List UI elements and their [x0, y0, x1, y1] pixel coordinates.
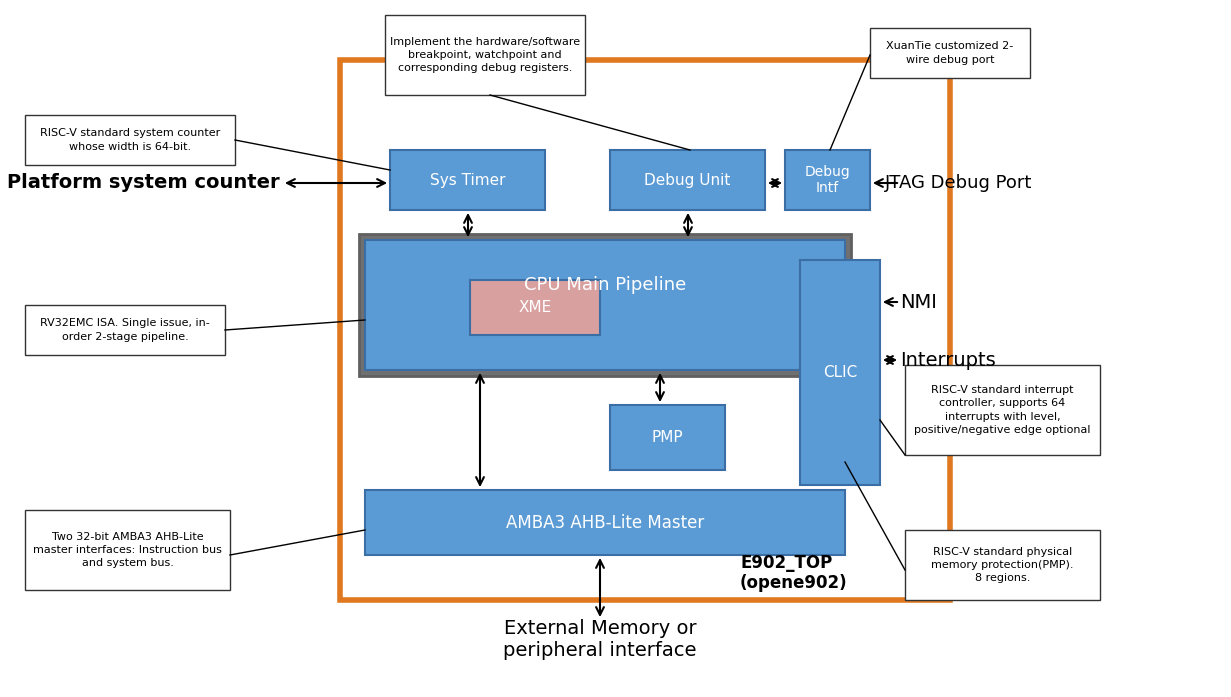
Text: Platform system counter: Platform system counter: [7, 174, 279, 192]
Bar: [359, 234, 851, 376]
Text: External Memory or
peripheral interface: External Memory or peripheral interface: [503, 620, 697, 661]
Bar: [366, 490, 844, 555]
Bar: [785, 150, 870, 210]
Text: RISC-V standard interrupt
controller, supports 64
interrupts with level,
positiv: RISC-V standard interrupt controller, su…: [915, 385, 1091, 435]
Bar: [25, 305, 225, 355]
Bar: [390, 150, 545, 210]
Bar: [905, 530, 1101, 600]
Text: RV32EMC ISA. Single issue, in-
order 2-stage pipeline.: RV32EMC ISA. Single issue, in- order 2-s…: [41, 319, 209, 342]
Bar: [385, 15, 585, 95]
Text: Debug Unit: Debug Unit: [644, 172, 731, 187]
Bar: [25, 115, 235, 165]
Bar: [905, 365, 1101, 455]
Text: XME: XME: [518, 300, 551, 315]
Text: Interrupts: Interrupts: [900, 351, 996, 369]
Bar: [870, 28, 1030, 78]
Text: XuanTie customized 2-
wire debug port: XuanTie customized 2- wire debug port: [886, 41, 1013, 65]
Bar: [340, 60, 950, 600]
Text: Sys Timer: Sys Timer: [430, 172, 505, 187]
Text: Implement the hardware/software
breakpoint, watchpoint and
corresponding debug r: Implement the hardware/software breakpoi…: [390, 37, 580, 73]
Text: RISC-V standard system counter
whose width is 64-bit.: RISC-V standard system counter whose wid…: [39, 128, 220, 152]
Text: Debug
Intf: Debug Intf: [805, 165, 851, 195]
Text: JTAG Debug Port: JTAG Debug Port: [885, 174, 1033, 192]
Bar: [611, 150, 764, 210]
Bar: [25, 510, 230, 590]
Bar: [611, 405, 725, 470]
Bar: [470, 280, 599, 335]
Text: CPU Main Pipeline: CPU Main Pipeline: [524, 277, 686, 295]
Bar: [366, 240, 844, 370]
Text: Two 32-bit AMBA3 AHB-Lite
master interfaces: Instruction bus
and system bus.: Two 32-bit AMBA3 AHB-Lite master interfa…: [33, 532, 222, 568]
Text: AMBA3 AHB-Lite Master: AMBA3 AHB-Lite Master: [506, 514, 704, 532]
Text: RISC-V standard physical
memory protection(PMP).
8 regions.: RISC-V standard physical memory protecti…: [931, 547, 1073, 583]
Text: CLIC: CLIC: [822, 365, 857, 380]
Text: PMP: PMP: [651, 430, 683, 445]
Text: E902_TOP
(opene902): E902_TOP (opene902): [740, 553, 848, 592]
Bar: [800, 260, 880, 485]
Text: NMI: NMI: [900, 293, 937, 312]
